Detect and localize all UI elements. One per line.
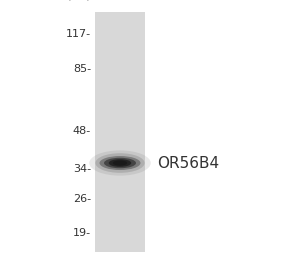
Text: 19-: 19- (73, 228, 91, 238)
Text: 48-: 48- (73, 126, 91, 136)
Ellipse shape (89, 150, 151, 176)
Ellipse shape (104, 158, 136, 168)
Ellipse shape (100, 156, 140, 170)
Ellipse shape (95, 153, 145, 173)
Text: 26-: 26- (73, 194, 91, 204)
Bar (95, 12, 145, 252)
Text: 34-: 34- (73, 164, 91, 174)
Ellipse shape (113, 160, 127, 166)
Text: OR56B4: OR56B4 (157, 155, 219, 171)
Text: 117-: 117- (66, 29, 91, 39)
Text: 85-: 85- (73, 64, 91, 74)
Ellipse shape (116, 162, 124, 164)
Ellipse shape (109, 159, 131, 167)
